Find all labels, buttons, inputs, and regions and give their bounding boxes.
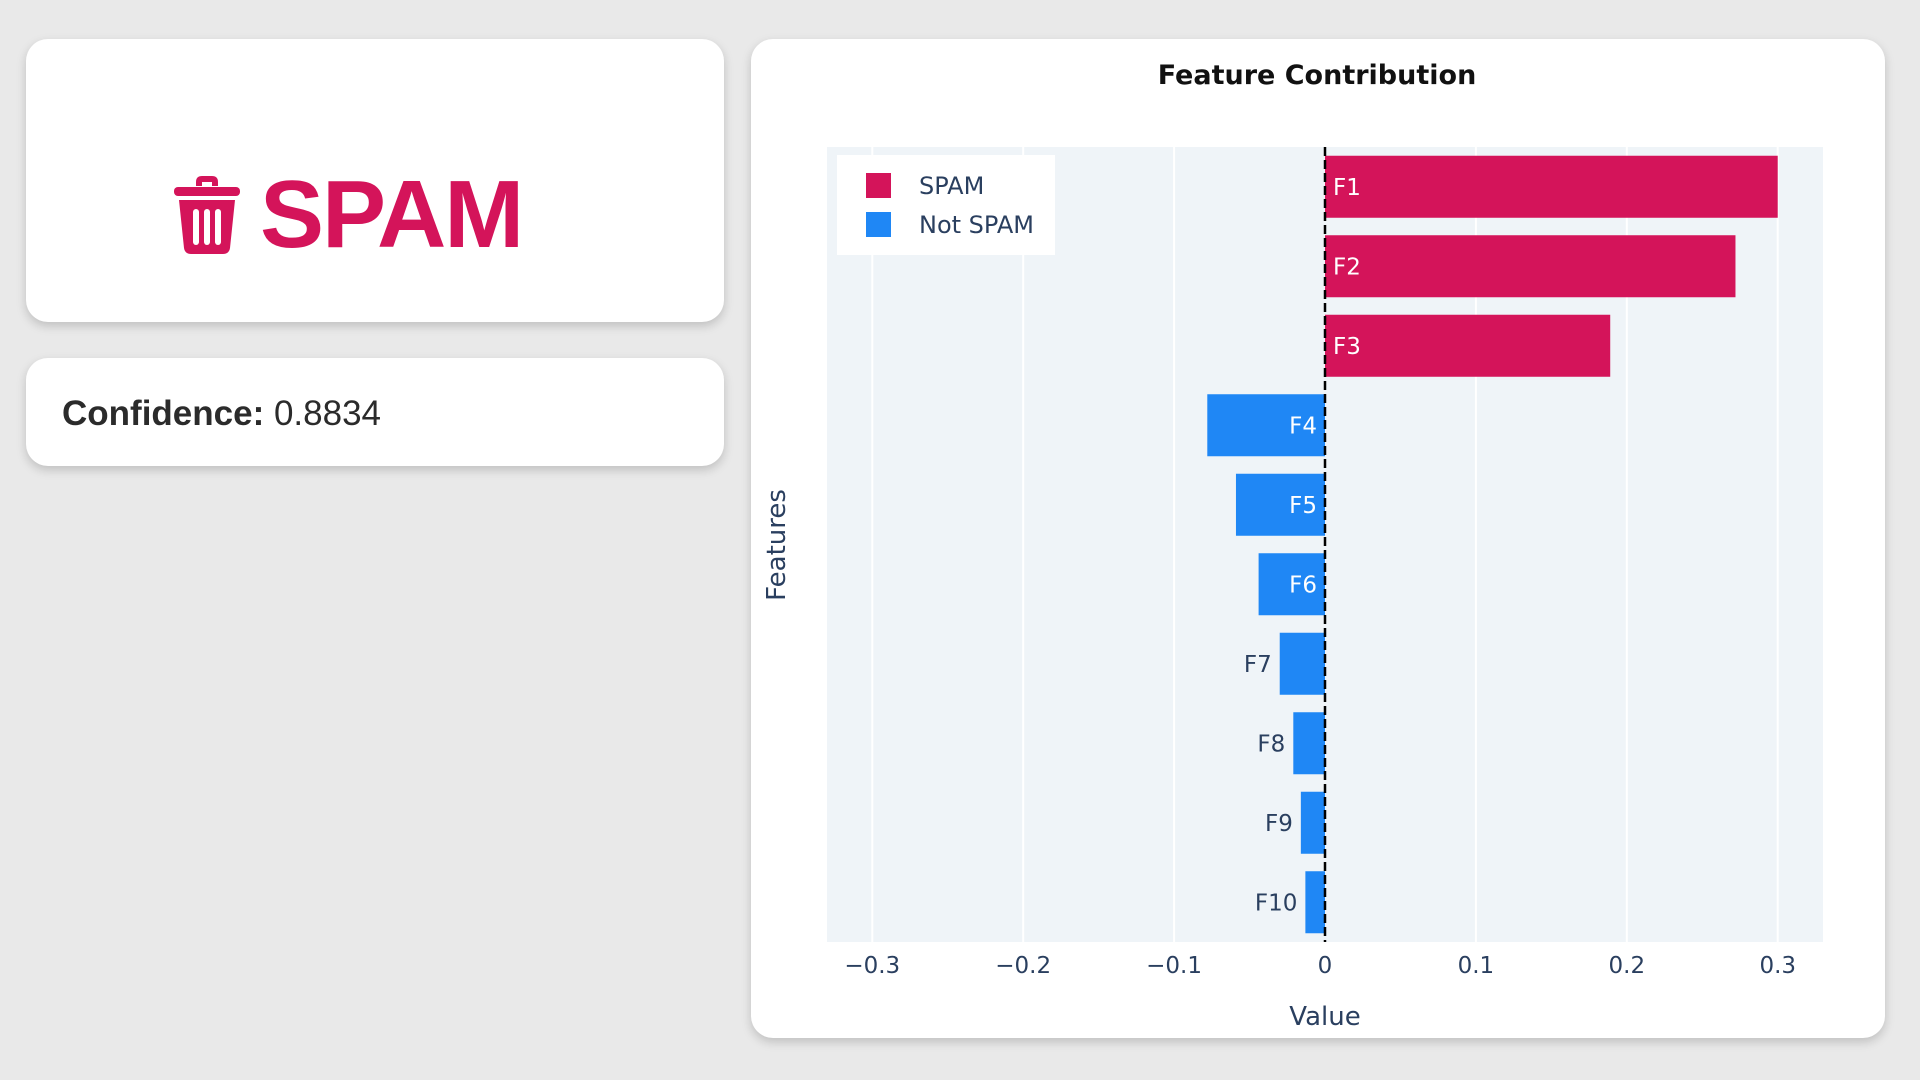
x-tick-label: 0 [1318, 953, 1333, 979]
x-axis-title: Value [1289, 1002, 1360, 1032]
bar-f9[interactable] [1300, 791, 1325, 854]
bar-f2[interactable] [1325, 235, 1736, 298]
bar-labels: F1 F2 F3 F4 F5 F6 F7 F8 F9 F10 [1244, 175, 1361, 917]
legend-swatch-not-spam [866, 212, 891, 237]
bar-label-f1: F1 [1333, 175, 1361, 201]
bar-label-f10: F10 [1255, 890, 1298, 916]
confidence-value: 0.8834 [273, 394, 382, 433]
bar-f10[interactable] [1305, 871, 1325, 934]
bar-f8[interactable] [1293, 712, 1325, 775]
y-axis-title: Features [762, 489, 792, 601]
bar-label-f5: F5 [1289, 493, 1317, 519]
legend: SPAM Not SPAM [837, 155, 1055, 255]
confidence-row: Confidence: 0.8834 [62, 394, 381, 434]
bar-label-f3: F3 [1333, 334, 1361, 360]
x-tick-label: 0.1 [1458, 953, 1495, 979]
x-tick-label: 0.2 [1609, 953, 1646, 979]
feature-contribution-chart: Feature Contribution F1 F2 F3 F4 F5 F6 F7 F8 F9 F… [751, 39, 1885, 1038]
x-tick-label: −0.1 [1146, 953, 1202, 979]
chart-title: Feature Contribution [1158, 60, 1477, 91]
chart-svg: Feature Contribution F1F2F3F4F5F6F7F8F9F… [762, 60, 1823, 1032]
bars [1207, 155, 1778, 934]
bar-f3[interactable] [1325, 314, 1611, 377]
bar-label-f8: F8 [1257, 731, 1285, 757]
bar-f6[interactable] [1258, 553, 1325, 616]
trash-icon [174, 176, 240, 254]
bar-f5[interactable] [1235, 473, 1325, 536]
x-tick-label: 0.3 [1759, 953, 1796, 979]
legend-label-spam: SPAM [919, 172, 984, 200]
confidence-label: Confidence: [62, 394, 265, 433]
x-tick-label: −0.2 [995, 953, 1051, 979]
legend-box [837, 155, 1055, 255]
prediction-card: SPAM [26, 39, 724, 322]
bar-f7[interactable] [1279, 632, 1325, 695]
legend-swatch-spam [866, 173, 891, 198]
bar-f1[interactable] [1325, 155, 1778, 218]
prediction-label: SPAM [260, 161, 524, 268]
bar-label-f2: F2 [1333, 254, 1361, 280]
x-axis-ticks: −0.3 −0.2 −0.1 0 0.1 0.2 0.3 [844, 953, 1796, 979]
bar-label-f7: F7 [1244, 652, 1272, 678]
bar-f4[interactable] [1207, 394, 1325, 457]
x-tick-label: −0.3 [844, 953, 900, 979]
confidence-card: Confidence: 0.8834 [26, 358, 724, 466]
legend-label-not-spam: Not SPAM [919, 211, 1034, 239]
bar-label-f6: F6 [1289, 572, 1317, 598]
prediction-result: SPAM [174, 161, 524, 268]
bar-label-f9: F9 [1265, 811, 1293, 837]
bar-label-f4: F4 [1289, 413, 1317, 439]
